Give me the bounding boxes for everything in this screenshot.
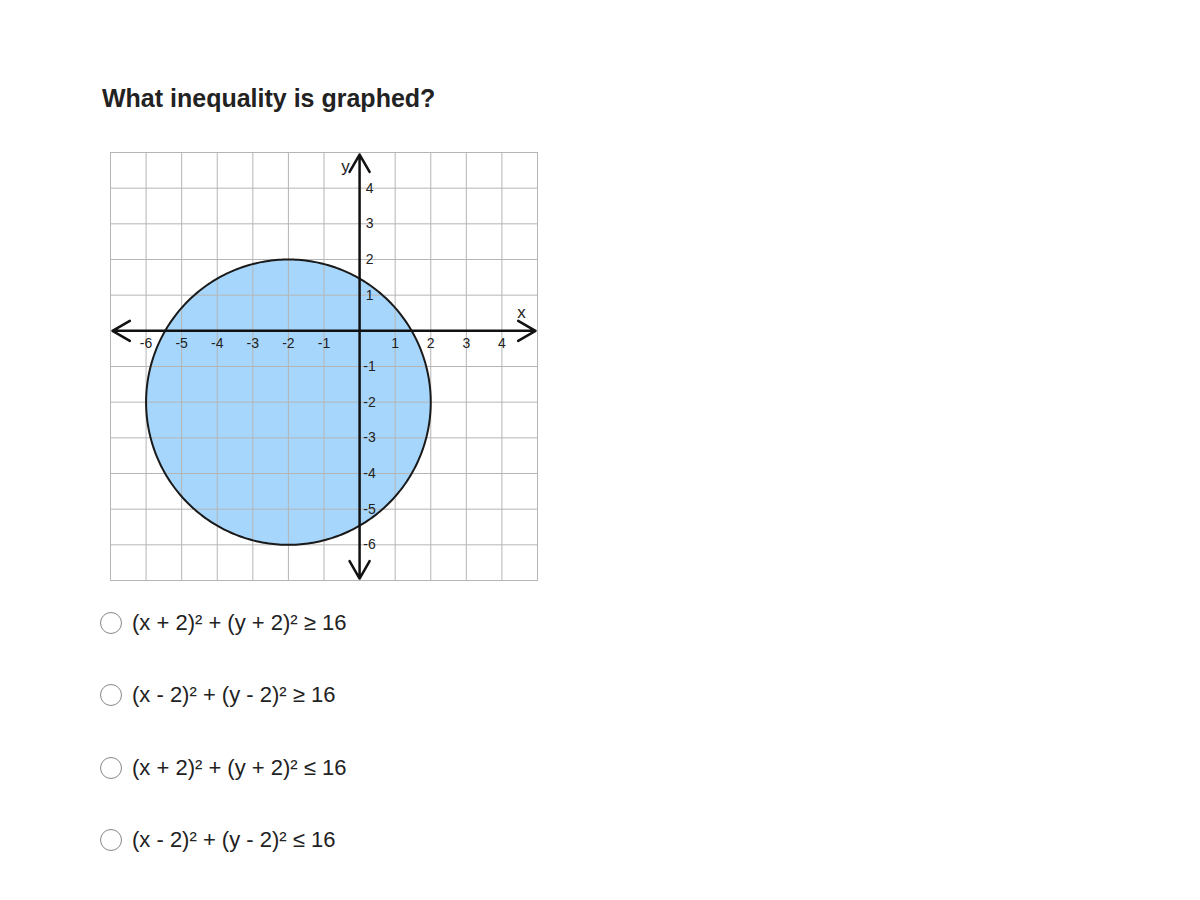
svg-text:-3: -3 — [247, 335, 260, 351]
html-text:(x + 2)² + (y + 2)² ≤ 16: (x + 2)² + (y + 2)² ≤ 16 — [132, 755, 347, 780]
svg-text:-1: -1 — [318, 335, 331, 351]
svg-text:1: 1 — [366, 287, 374, 303]
svg-text:-4: -4 — [363, 465, 376, 481]
svg-text:2: 2 — [366, 251, 374, 267]
svg-text:3: 3 — [462, 335, 470, 351]
svg-text:-2: -2 — [282, 335, 295, 351]
svg-text:x: x — [517, 303, 526, 322]
svg-text:-3: -3 — [363, 429, 376, 445]
svg-text:-6: -6 — [363, 536, 376, 552]
html-text:What inequality is graphed?: What inequality is graphed? — [102, 84, 436, 112]
svg-text:-2: -2 — [363, 394, 376, 410]
svg-text:-6: -6 — [140, 335, 153, 351]
svg-text:4: 4 — [498, 335, 506, 351]
svg-text:2: 2 — [427, 335, 435, 351]
svg-text:y: y — [341, 157, 350, 176]
svg-text:-5: -5 — [175, 335, 188, 351]
html-text:(x - 2)² + (y - 2)² ≥ 16: (x - 2)² + (y - 2)² ≥ 16 — [132, 682, 336, 707]
svg-text:4: 4 — [366, 180, 374, 196]
svg-text:1: 1 — [391, 335, 399, 351]
html-text:(x + 2)² + (y + 2)² ≥ 16: (x + 2)² + (y + 2)² ≥ 16 — [132, 610, 347, 635]
svg-text:3: 3 — [366, 215, 374, 231]
svg-text:-1: -1 — [363, 358, 376, 374]
svg-text:-5: -5 — [363, 501, 376, 517]
html-text:(x - 2)² + (y - 2)² ≤ 16: (x - 2)² + (y - 2)² ≤ 16 — [132, 827, 336, 852]
svg-text:-4: -4 — [211, 335, 224, 351]
